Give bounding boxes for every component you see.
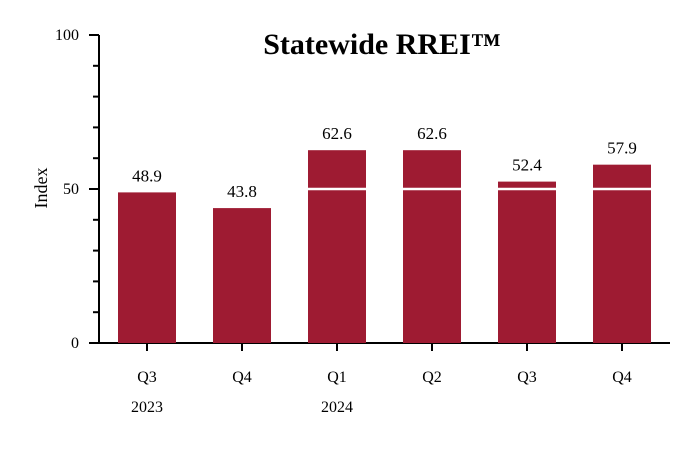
y-tick-label: 100 [55, 27, 79, 44]
x-year-label: 2023 [131, 399, 163, 416]
data-label: 62.6 [417, 124, 447, 143]
data-label: 43.8 [227, 182, 257, 201]
data-label: 57.9 [607, 139, 637, 158]
x-category-label: Q4 [612, 369, 632, 386]
x-category-label: Q3 [137, 369, 157, 386]
bar [308, 150, 366, 343]
y-tick-label: 50 [63, 181, 79, 198]
axes: 0 50 100 [55, 27, 670, 352]
bar [118, 192, 176, 343]
bar [593, 164, 651, 343]
data-label: 52.4 [512, 156, 542, 175]
y-tick-label: 0 [71, 335, 79, 352]
bar [403, 150, 461, 343]
labels-group: 48.9 Q3 2023 43.8 Q4 62.6 Q1 2024 62.6 Q2 52.4 Q3 57… [131, 124, 637, 416]
x-category-label: Q4 [232, 369, 252, 386]
chart-title: Statewide RREI™ [263, 28, 501, 61]
bar [498, 181, 556, 343]
data-label: 48.9 [132, 166, 162, 185]
x-category-label: Q1 [327, 369, 347, 386]
y-axis-label: Index [31, 168, 51, 209]
x-category-label: Q3 [517, 369, 537, 386]
x-year-label: 2024 [321, 399, 353, 416]
bar [213, 208, 271, 343]
bars-group [118, 150, 651, 343]
x-category-label: Q2 [422, 369, 442, 386]
data-label: 62.6 [322, 124, 352, 143]
